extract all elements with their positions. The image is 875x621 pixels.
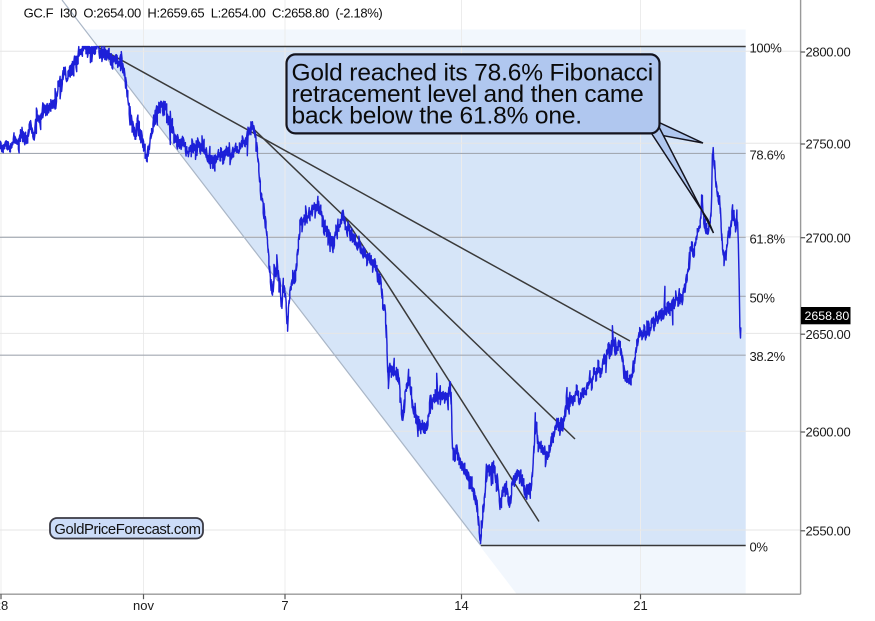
svg-text:14: 14	[454, 598, 468, 613]
svg-text:2750.00: 2750.00	[806, 137, 851, 152]
svg-text:nov: nov	[133, 598, 154, 613]
svg-text:21: 21	[633, 598, 647, 613]
svg-text:back below the 61.8% one.: back below the 61.8% one.	[292, 103, 582, 130]
svg-text:7: 7	[281, 598, 288, 613]
svg-text:78.6%: 78.6%	[750, 147, 786, 162]
svg-text:2550.00: 2550.00	[806, 523, 851, 538]
svg-text:28: 28	[0, 598, 8, 613]
svg-text:2650.00: 2650.00	[806, 327, 851, 342]
svg-text:2700.00: 2700.00	[806, 230, 851, 245]
svg-text:retracement level and then cam: retracement level and then came	[292, 81, 644, 108]
svg-text:0%: 0%	[750, 540, 769, 555]
svg-text:2600.00: 2600.00	[806, 425, 851, 440]
svg-text:2658.80: 2658.80	[805, 309, 850, 323]
svg-text:100%: 100%	[750, 41, 783, 56]
svg-text:Gold reached its 78.6% Fibonac: Gold reached its 78.6% Fibonacci	[292, 60, 654, 87]
svg-text:GC.F I30 O:2654.00 H:2659.6: GC.F I30 O:2654.00 H:2659.65 L:2654.00 C…	[24, 6, 383, 21]
svg-text:GoldPriceForecast.com: GoldPriceForecast.com	[54, 522, 200, 538]
svg-text:61.8%: 61.8%	[750, 231, 786, 246]
svg-text:2800.00: 2800.00	[806, 45, 851, 60]
svg-text:50%: 50%	[750, 290, 776, 305]
svg-text:38.2%: 38.2%	[750, 349, 786, 364]
